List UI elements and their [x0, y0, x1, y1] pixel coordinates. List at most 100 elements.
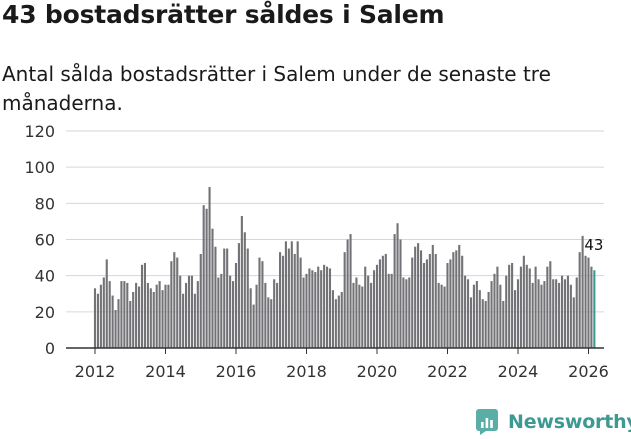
- bar: [261, 261, 264, 348]
- bar: [126, 282, 129, 348]
- chart-subtitle: Antal sålda bostadsrätter i Salem under …: [2, 62, 551, 115]
- bar: [575, 277, 578, 348]
- bar: [170, 261, 173, 348]
- bar: [472, 284, 475, 348]
- y-tick-label: 0: [45, 339, 55, 358]
- bar: [132, 291, 135, 348]
- x-tick-label: 2022: [427, 362, 468, 381]
- bar: [161, 290, 164, 348]
- bar: [149, 288, 152, 348]
- bar: [182, 293, 185, 348]
- bar: [302, 277, 305, 348]
- bar: [164, 284, 167, 348]
- bar: [240, 215, 243, 348]
- bar: [546, 266, 549, 349]
- bar: [584, 255, 587, 348]
- x-tick-label: 2014: [145, 362, 186, 381]
- bar: [155, 284, 158, 348]
- bar: [464, 275, 467, 348]
- bar: [349, 234, 352, 348]
- bar: [425, 259, 428, 348]
- bar: [590, 266, 593, 349]
- x-tick-label: 2016: [216, 362, 257, 381]
- bar: [111, 295, 114, 348]
- bar: [402, 277, 405, 348]
- bar: [478, 290, 481, 348]
- bar: [361, 286, 364, 348]
- newsworthy-logo-icon: [476, 409, 498, 435]
- bar: [516, 279, 520, 348]
- bar: [560, 275, 564, 348]
- bar: [449, 259, 452, 348]
- bar: [176, 257, 179, 348]
- bar: [511, 263, 514, 348]
- y-tick-label: 20: [35, 303, 55, 322]
- bar: [522, 255, 525, 348]
- bar: [264, 282, 267, 348]
- bar: [387, 273, 390, 348]
- bar: [531, 282, 534, 348]
- bar: [490, 281, 493, 348]
- bar: [129, 300, 132, 348]
- x-tick-label: 2018: [286, 362, 327, 381]
- bar: [405, 279, 408, 348]
- bar: [502, 300, 505, 348]
- bar: [558, 282, 561, 348]
- bar: [487, 291, 490, 348]
- bar: [190, 275, 193, 348]
- bar: [214, 246, 217, 348]
- bar: [440, 284, 443, 348]
- bar: [537, 279, 540, 348]
- bar: [296, 241, 299, 348]
- bar: [123, 281, 126, 348]
- bar: [220, 273, 223, 348]
- bar: [534, 266, 537, 349]
- newsworthy-logo: Newsworthy: [476, 409, 631, 435]
- bar: [443, 286, 446, 348]
- y-tick-label: 120: [24, 122, 55, 141]
- bar-latest: [593, 270, 596, 348]
- bar: [267, 297, 270, 348]
- bar: [566, 275, 569, 348]
- bar: [323, 264, 326, 348]
- bar: [320, 270, 323, 348]
- bar: [563, 279, 567, 348]
- bar: [234, 263, 238, 348]
- bar: [555, 279, 558, 348]
- axes: 0 20 40 60 80 100 120 2012 2014 2016 2018 2020 2022 2…: [24, 122, 608, 381]
- bar: [179, 275, 182, 348]
- bar: [226, 248, 229, 348]
- bar: [367, 275, 370, 348]
- bar: [273, 279, 276, 348]
- bar: [138, 286, 141, 348]
- bar: [293, 253, 296, 348]
- bar: [279, 252, 282, 348]
- bar: [414, 246, 417, 348]
- bar: [364, 266, 367, 349]
- bar: [287, 248, 290, 348]
- bar: [475, 281, 478, 348]
- bar: [196, 281, 199, 348]
- x-tick-label: 2026: [568, 362, 609, 381]
- bar: [581, 235, 584, 348]
- bar: [317, 266, 320, 349]
- bar: [399, 239, 402, 348]
- bar: [419, 250, 423, 348]
- bar: [217, 277, 220, 348]
- bars: [93, 187, 596, 349]
- chart-title: 43 bostadsrätter såldes i Salem: [2, 0, 445, 29]
- bar: [587, 257, 590, 348]
- bar: [549, 261, 552, 348]
- bar: [208, 187, 211, 348]
- bar: [185, 282, 188, 348]
- x-tick-label: 2024: [498, 362, 539, 381]
- y-tick-label: 40: [35, 267, 55, 286]
- bar: [358, 284, 361, 348]
- bar: [466, 279, 470, 348]
- bar: [469, 297, 473, 348]
- bar: [108, 281, 111, 348]
- bar: [496, 266, 499, 349]
- newsworthy-logo-text: Newsworthy: [508, 411, 631, 433]
- x-tick-label: 2020: [357, 362, 398, 381]
